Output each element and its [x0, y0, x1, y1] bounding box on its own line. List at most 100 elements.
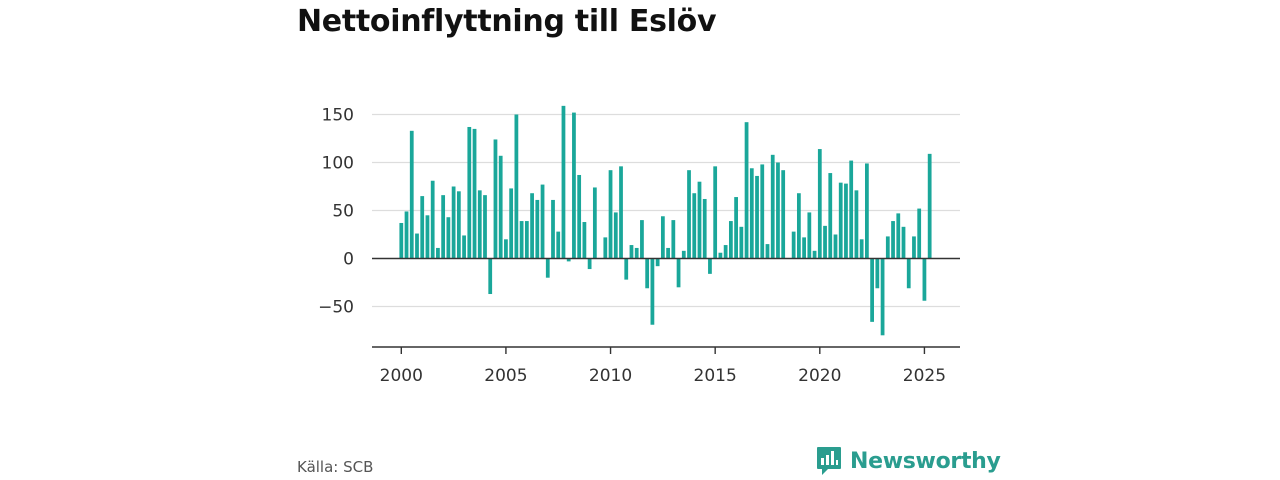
bar — [629, 245, 634, 259]
bar — [859, 239, 864, 259]
bar — [666, 247, 670, 259]
bar — [765, 244, 770, 259]
bar — [776, 162, 780, 259]
bar — [734, 197, 738, 259]
bar — [854, 190, 859, 259]
bar — [462, 235, 466, 259]
bar — [608, 170, 613, 259]
bar — [514, 114, 519, 259]
bar — [446, 217, 451, 259]
bar — [572, 112, 576, 259]
bar — [838, 182, 843, 259]
bar — [551, 199, 555, 259]
bar — [634, 247, 639, 259]
bar — [404, 211, 409, 259]
bar — [708, 258, 712, 274]
axes: −50 0 50 100 150 2000 2005 2010 2015 2020 2025 — [318, 106, 960, 386]
bar — [530, 193, 534, 259]
bar — [796, 193, 801, 259]
bar — [415, 233, 419, 259]
bar — [624, 258, 629, 280]
bar — [760, 164, 765, 259]
bar — [640, 220, 644, 259]
bar — [425, 215, 430, 259]
y-tick-label: 150 — [322, 106, 354, 126]
bar — [545, 258, 550, 278]
bar — [441, 195, 446, 259]
chart-title: Nettoinflyttning till Eslöv — [297, 4, 717, 39]
bar — [718, 252, 723, 259]
bar — [875, 258, 880, 289]
bar — [713, 166, 718, 259]
bar — [613, 212, 618, 259]
newsworthy-logo-icon — [817, 447, 841, 475]
bar — [436, 247, 440, 259]
bar — [891, 221, 895, 259]
y-tick-label: 50 — [332, 202, 354, 222]
y-tick-label: 0 — [343, 250, 354, 270]
bar — [650, 258, 655, 325]
bar — [509, 188, 514, 259]
bar — [702, 198, 707, 259]
bar — [655, 258, 660, 267]
bar — [901, 226, 906, 259]
bar — [566, 258, 571, 262]
x-tick-label: 2005 — [484, 366, 527, 386]
bar — [880, 258, 885, 336]
bar — [524, 221, 529, 259]
bar — [483, 195, 487, 259]
bar — [603, 237, 608, 259]
bar — [744, 122, 749, 259]
bar — [870, 258, 874, 322]
bar — [833, 234, 838, 259]
bar — [420, 196, 425, 259]
bar — [540, 184, 545, 259]
y-tick-label: −50 — [318, 298, 354, 318]
bar — [755, 175, 759, 259]
bar — [535, 199, 540, 259]
x-tick-label: 2025 — [903, 366, 946, 386]
bar — [456, 191, 461, 259]
source-note: Källa: SCB — [297, 458, 374, 476]
bars — [399, 105, 932, 336]
bar — [687, 170, 691, 259]
brand-name: Newsworthy — [850, 448, 1001, 474]
bar — [451, 186, 456, 259]
bar — [849, 160, 854, 259]
bar — [844, 183, 848, 259]
bar — [493, 139, 498, 259]
bar — [587, 258, 592, 270]
bar — [922, 258, 927, 301]
bar — [885, 236, 890, 259]
bar — [619, 166, 623, 259]
bar — [488, 258, 493, 295]
x-tick-label: 2000 — [380, 366, 423, 386]
bar — [645, 258, 650, 289]
bar — [739, 226, 744, 259]
bar — [430, 180, 435, 259]
bar — [749, 168, 754, 259]
brand-logo[interactable]: Newsworthy — [816, 446, 1001, 476]
bar — [781, 170, 786, 259]
bar — [498, 155, 503, 259]
bar — [697, 181, 702, 259]
bar — [676, 258, 681, 288]
bar — [561, 105, 566, 259]
bar — [467, 126, 472, 259]
bar — [828, 173, 833, 259]
x-tick-label: 2015 — [694, 366, 737, 386]
bar — [399, 222, 404, 259]
bar — [592, 187, 597, 259]
bar — [927, 153, 932, 259]
bar — [504, 239, 508, 259]
x-tick-label: 2020 — [798, 366, 841, 386]
bar — [802, 237, 806, 259]
bar — [723, 245, 728, 259]
bar — [917, 208, 922, 259]
bar — [896, 213, 901, 259]
bar — [660, 216, 665, 259]
bar — [865, 163, 869, 259]
bar — [472, 128, 477, 259]
bar — [477, 190, 482, 259]
